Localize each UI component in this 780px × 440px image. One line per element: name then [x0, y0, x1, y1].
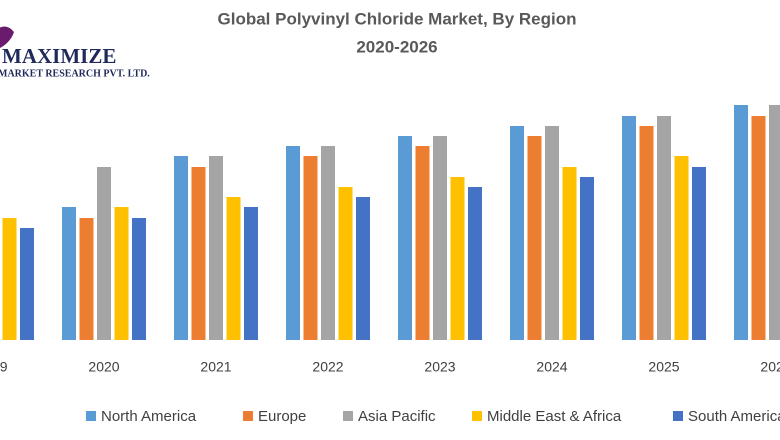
bar [622, 116, 636, 340]
bar [527, 136, 542, 340]
legend-swatch [86, 411, 96, 421]
bar [580, 177, 594, 340]
bar [338, 187, 353, 340]
x-tick-label: 2026 [760, 359, 780, 375]
bar [174, 156, 188, 340]
bar [191, 167, 206, 340]
legend-label: South America [688, 408, 780, 425]
bar [97, 167, 111, 340]
legend-label: North America [101, 408, 197, 425]
legend-swatch [243, 411, 253, 421]
bar [244, 207, 258, 340]
x-tick-label: 2024 [536, 359, 567, 375]
legend-swatch [673, 411, 683, 421]
bar [79, 218, 94, 340]
bar [286, 146, 300, 340]
bar [510, 126, 524, 340]
bar [562, 167, 577, 340]
logo-tagline: MARKET RESEARCH PVT. LTD. [0, 68, 150, 79]
bar [303, 156, 318, 340]
bar [226, 197, 241, 340]
bar [657, 116, 671, 340]
bar [639, 126, 654, 340]
x-tick-label: 2020 [88, 359, 119, 375]
bar [769, 105, 780, 340]
x-tick-label: 2023 [424, 359, 455, 375]
bar [674, 156, 689, 340]
bar [114, 207, 129, 340]
bar [356, 197, 370, 340]
bar [433, 136, 447, 340]
logo-name: MAXIMIZE [2, 44, 116, 68]
bar [734, 105, 748, 340]
bar [62, 207, 76, 340]
legend-swatch [472, 411, 482, 421]
bar [415, 146, 430, 340]
legend-label: Middle East & Africa [487, 408, 622, 425]
chart-title: Global Polyvinyl Chloride Market, By Reg… [218, 9, 577, 28]
chart-subtitle: 2020-2026 [356, 37, 437, 56]
legend-swatch [343, 411, 353, 421]
bar [450, 177, 465, 340]
legend-label: Europe [258, 408, 306, 425]
logo: MAXIMIZE MARKET RESEARCH PVT. LTD. [0, 26, 150, 79]
bar [751, 116, 766, 340]
bar [209, 156, 223, 340]
x-tick-label: 2022 [312, 359, 343, 375]
bar [321, 146, 335, 340]
x-tick-label: 2025 [648, 359, 679, 375]
x-tick-label: 2019 [0, 359, 8, 375]
bar [545, 126, 559, 340]
bar [468, 187, 482, 340]
logo-icon [0, 26, 14, 49]
legend-label: Asia Pacific [358, 408, 436, 425]
bar [2, 218, 17, 340]
bar [132, 218, 146, 340]
bar [398, 136, 412, 340]
bar [692, 167, 706, 340]
x-tick-label: 2021 [200, 359, 231, 375]
bar [20, 228, 34, 340]
